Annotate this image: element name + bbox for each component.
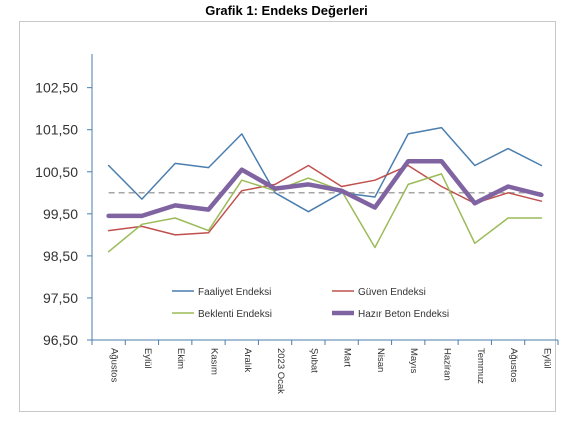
x-tick-label: Eylül	[541, 348, 552, 369]
legend-label: Faaliyet Endeksi	[198, 287, 271, 298]
x-tick-label: Ağustos	[109, 348, 120, 383]
series-line-faaliyet-endeksi	[107, 126, 543, 213]
x-tick-label: Nisan	[375, 348, 386, 372]
x-tick-label: Mart	[342, 348, 353, 367]
chart-title: Grafik 1: Endeks Değerleri	[205, 3, 368, 18]
y-tick-label: 102,50	[35, 80, 78, 96]
y-tick-label: 98,50	[43, 248, 78, 264]
legend-label: Beklenti Endeksi	[198, 309, 272, 320]
legend-label: Güven Endeksi	[358, 287, 426, 298]
x-tick-label: Aralık	[242, 348, 253, 373]
x-tick-label: Kasım	[209, 348, 220, 375]
y-tick-label: 96,50	[43, 332, 78, 348]
y-tick-label: 101,50	[35, 122, 78, 138]
x-tick-label: 2023 Ocak	[275, 348, 286, 394]
y-tick-label: 100,50	[35, 164, 78, 180]
x-tick-label: Haziran	[442, 348, 453, 381]
series-line-hazır-beton-endeksi	[106, 158, 544, 219]
series-line-beklenti-endeksi	[107, 173, 543, 253]
x-tick-label: Ekim	[175, 348, 186, 369]
series-line-güven-endeksi	[107, 164, 543, 236]
y-tick-label: 97,50	[43, 290, 78, 306]
y-tick-label: 99,50	[43, 206, 78, 222]
x-tick-label: Ağustos	[508, 348, 519, 383]
legend-label: Hazır Beton Endeksi	[358, 309, 449, 320]
x-tick-label: Temmuz	[475, 348, 486, 384]
x-tick-label: Mayıs	[408, 348, 419, 374]
chart-frame	[19, 21, 556, 412]
x-tick-label: Eylül	[142, 348, 153, 369]
x-tick-label: Şubat	[308, 348, 319, 373]
